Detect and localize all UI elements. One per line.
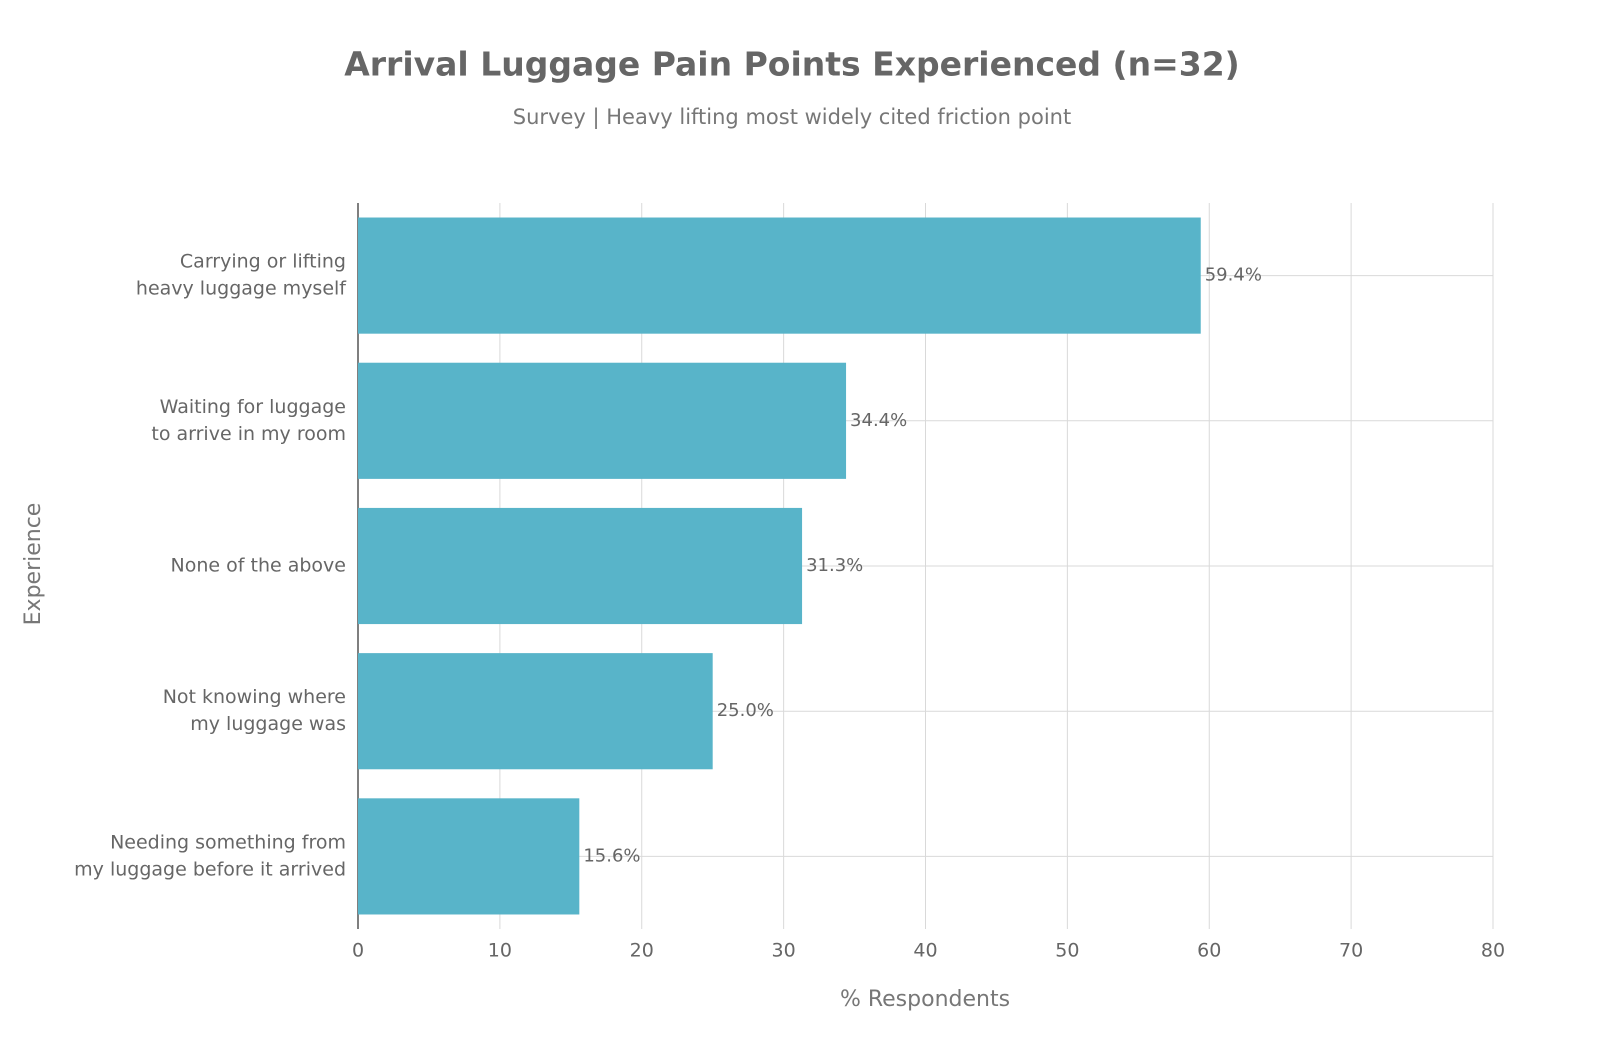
- bar: [358, 507, 803, 625]
- y-tick-label: Carrying or lifting: [180, 251, 346, 273]
- y-tick-label: Needing something from: [110, 831, 346, 853]
- y-axis-title: Experience: [21, 503, 46, 626]
- x-tick-label: 70: [1339, 940, 1363, 962]
- value-label: 25.0%: [717, 700, 774, 721]
- y-tick-label: None of the above: [171, 555, 346, 577]
- x-tick-label: 40: [913, 940, 937, 962]
- y-tick-label: heavy luggage myself: [136, 278, 347, 300]
- x-tick-label: 30: [772, 940, 796, 962]
- y-tick-label: my luggage before it arrived: [74, 858, 346, 880]
- value-label: 59.4%: [1205, 265, 1262, 286]
- value-label: 31.3%: [806, 555, 863, 576]
- bar: [358, 653, 713, 770]
- x-tick-label: 0: [352, 940, 364, 962]
- y-tick-label: Waiting for luggage: [160, 396, 346, 418]
- y-tick-label: to arrive in my room: [151, 423, 346, 445]
- x-tick-label: 80: [1481, 940, 1505, 962]
- x-tick-label: 10: [488, 940, 512, 962]
- bar: [358, 798, 580, 915]
- y-tick-label: my luggage was: [190, 713, 346, 735]
- value-label: 15.6%: [583, 845, 640, 866]
- bar: [358, 217, 1201, 334]
- x-axis-title: % Respondents: [840, 987, 1010, 1012]
- bar: [358, 362, 847, 479]
- x-tick-label: 60: [1197, 940, 1221, 962]
- x-tick-label: 50: [1055, 940, 1079, 962]
- chart-subtitle: Survey | Heavy lifting most widely cited…: [513, 105, 1071, 130]
- value-label: 34.4%: [850, 410, 907, 431]
- y-tick-label: Not knowing where: [163, 686, 346, 708]
- x-tick-label: 20: [630, 940, 654, 962]
- chart-title: Arrival Luggage Pain Points Experienced …: [344, 45, 1240, 84]
